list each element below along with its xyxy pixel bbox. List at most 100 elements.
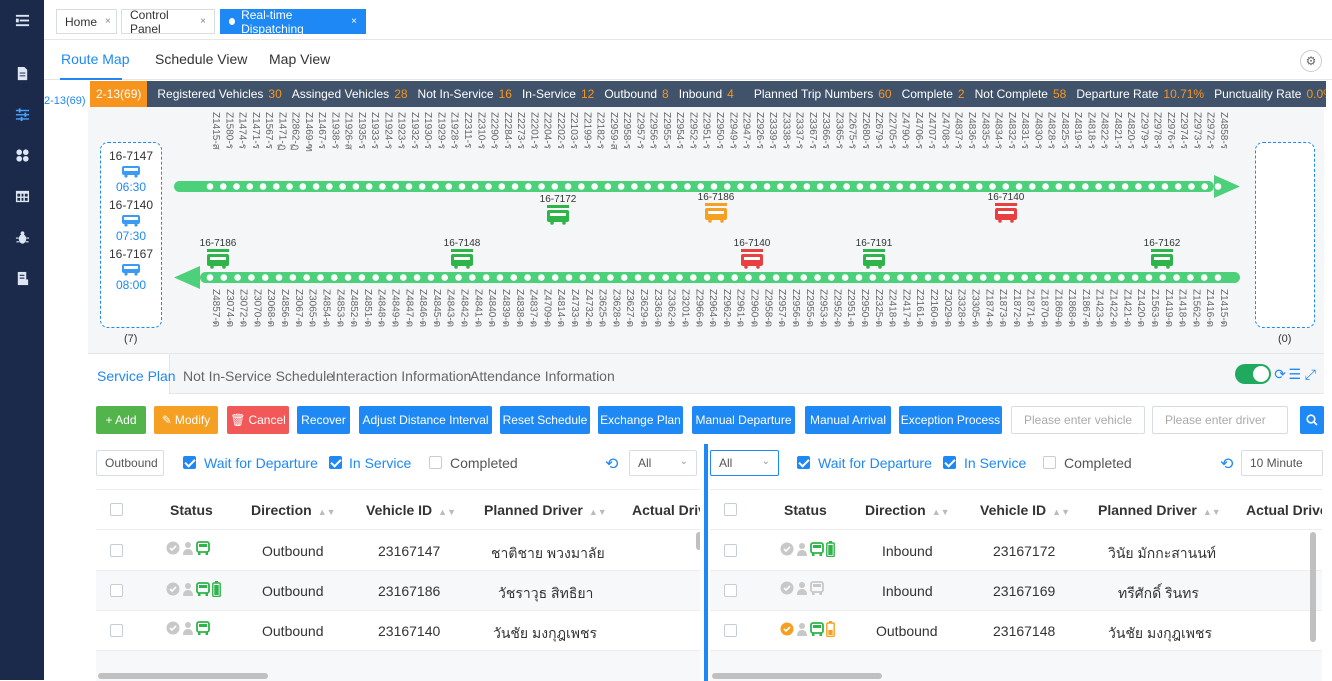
bug-icon[interactable] xyxy=(0,217,44,258)
col-direction[interactable]: Direction ▲▼ xyxy=(251,502,336,518)
route-selector[interactable]: 2-13(69) xyxy=(44,95,86,107)
report-icon[interactable] xyxy=(0,258,44,299)
select-all-checkbox[interactable] xyxy=(724,503,737,516)
row-checkbox[interactable] xyxy=(110,544,123,557)
tab-schedule-view[interactable]: Schedule View xyxy=(155,51,248,67)
col-status[interactable]: Status xyxy=(170,502,213,518)
col-vehicle-id[interactable]: Vehicle ID ▲▼ xyxy=(980,502,1070,518)
refresh-icon[interactable]: ⟳ xyxy=(1274,366,1286,382)
stop-label: Z4733-ด xyxy=(569,289,580,327)
table-row[interactable]: Inbound 23167169 ทรีศักดิ์ รินทร xyxy=(710,571,1322,611)
tab-control-panel[interactable]: Control Panel × xyxy=(121,8,215,36)
vertical-scrollbar[interactable] xyxy=(696,532,700,550)
document-icon[interactable] xyxy=(0,53,44,94)
tab-realtime-dispatching[interactable]: Real-time Dispatching × xyxy=(220,8,366,36)
tab-service-plan[interactable]: Service Plan xyxy=(97,368,176,384)
close-icon[interactable]: × xyxy=(351,16,357,27)
wait-departure-checkbox[interactable] xyxy=(183,456,196,469)
adjust-distance-button[interactable]: Adjust Distance Interval xyxy=(359,406,492,434)
close-icon[interactable]: × xyxy=(200,16,206,27)
depot-bus[interactable]: 16-7147 06:30 xyxy=(101,149,161,194)
col-actual-driver[interactable]: Actual Drive xyxy=(1246,502,1322,518)
add-button[interactable]: + Add xyxy=(96,406,146,434)
stop-dot xyxy=(710,183,718,190)
search-button[interactable] xyxy=(1300,406,1324,434)
tab-attendance-information[interactable]: Attendance Information xyxy=(470,368,615,384)
auto-toggle[interactable] xyxy=(1235,364,1271,384)
tab-interaction-information[interactable]: Interaction Information xyxy=(332,368,472,384)
manual-departure-button[interactable]: Manual Departure xyxy=(692,406,795,434)
tab-map-view[interactable]: Map View xyxy=(269,51,331,67)
time-refresh-icon[interactable]: ⟲ xyxy=(605,456,619,473)
depot-bus[interactable]: 16-7167 08:00 xyxy=(101,247,161,292)
row-checkbox[interactable] xyxy=(724,624,737,637)
cell-planned-driver: วัชราวุธ สิทธิยา xyxy=(498,585,594,601)
vertical-scrollbar[interactable] xyxy=(1310,532,1316,642)
stop-label: Z4821-ร xyxy=(1112,112,1123,150)
driver-search-input[interactable]: Please enter driver xyxy=(1152,406,1288,434)
exchange-plan-button[interactable]: Exchange Plan xyxy=(598,406,683,434)
in-service-checkbox[interactable] xyxy=(329,456,342,469)
horizontal-scrollbar[interactable] xyxy=(98,673,268,679)
table-row[interactable]: Outbound 23167140 วันชัย มงกุฎเพชร xyxy=(96,611,700,651)
in-service-checkbox[interactable] xyxy=(943,456,956,469)
stat-not-complete: Not Complete 58 xyxy=(974,87,1067,101)
tab-not-in-service-schedule[interactable]: Not In-Service Schedule xyxy=(183,368,334,384)
modify-button[interactable]: ✎ Modify xyxy=(154,406,218,434)
stop-label: Z2959-ส xyxy=(608,112,619,150)
horizontal-scrollbar[interactable] xyxy=(712,673,882,679)
tab-route-map[interactable]: Route Map xyxy=(61,51,130,67)
select-all-checkbox[interactable] xyxy=(110,503,123,516)
status-icons xyxy=(780,581,824,595)
recover-button[interactable]: Recover xyxy=(297,406,350,434)
vehicle-search-input[interactable]: Please enter vehicle xyxy=(1011,406,1145,434)
list-icon[interactable]: ☰ xyxy=(1288,366,1301,382)
stop-label: Z2956-ร xyxy=(648,112,659,150)
tab-home[interactable]: Home × xyxy=(56,9,117,34)
bus-icon xyxy=(810,622,824,636)
grid-icon[interactable] xyxy=(0,135,44,176)
row-checkbox[interactable] xyxy=(110,584,123,597)
completed-checkbox[interactable] xyxy=(429,456,442,469)
table-row[interactable]: Outbound 23167186 วัชราวุธ สิทธิยา xyxy=(96,571,700,611)
sliders-icon[interactable] xyxy=(0,94,44,135)
reset-schedule-button[interactable]: Reset Schedule xyxy=(500,406,590,434)
settings-icon[interactable]: ⚙ xyxy=(1300,50,1322,72)
col-status[interactable]: Status xyxy=(784,502,827,518)
stop-label: Z2964-ด xyxy=(707,289,718,327)
status-icons xyxy=(780,621,835,637)
direction-select[interactable]: Outbound xyxy=(96,450,164,476)
col-planned-driver[interactable]: Planned Driver ▲▼ xyxy=(1098,502,1221,518)
button-label: Modify xyxy=(174,413,211,427)
cancel-button[interactable]: 🗑 Cancel xyxy=(227,406,289,434)
row-checkbox[interactable] xyxy=(724,544,737,557)
left-all-select[interactable]: All ⌄ xyxy=(629,450,697,476)
col-planned-driver[interactable]: Planned Driver ▲▼ xyxy=(484,502,607,518)
interval-select[interactable]: 10 Minute xyxy=(1241,450,1323,476)
exception-process-button[interactable]: Exception Process xyxy=(899,406,1002,434)
col-actual-driver[interactable]: Actual Drive xyxy=(632,502,700,518)
wait-departure-checkbox[interactable] xyxy=(797,456,810,469)
completed-checkbox[interactable] xyxy=(1043,456,1056,469)
row-checkbox[interactable] xyxy=(724,584,737,597)
expand-icon[interactable]: ⤢ xyxy=(1304,366,1316,382)
col-vehicle-id[interactable]: Vehicle ID ▲▼ xyxy=(366,502,456,518)
table-row[interactable]: Outbound 23167148 วันชัย มงกุฎเพชร xyxy=(710,611,1322,651)
time-refresh-icon[interactable]: ⟲ xyxy=(1220,456,1234,473)
table-row[interactable]: Outbound 23167147 ชาติชาย พวงมาลัย xyxy=(96,531,700,571)
table-icon[interactable] xyxy=(0,176,44,217)
right-all-select[interactable]: All ⌄ xyxy=(710,450,779,476)
col-direction[interactable]: Direction ▲▼ xyxy=(865,502,950,518)
menu-icon[interactable] xyxy=(0,0,44,41)
depot-bus[interactable]: 16-7140 07:30 xyxy=(101,198,161,243)
table-row[interactable]: Inbound 23167172 วินัย มักกะสานนท์ xyxy=(710,531,1322,571)
stop-label: Z2311-ร xyxy=(462,112,473,149)
row-checkbox[interactable] xyxy=(110,624,123,637)
table-splitter[interactable] xyxy=(704,444,708,681)
bus-icon xyxy=(810,542,824,556)
active-route-label[interactable]: 2-13(69) xyxy=(90,81,148,107)
manual-arrival-button[interactable]: Manual Arrival xyxy=(805,406,891,434)
close-icon[interactable]: × xyxy=(105,16,111,27)
stop-dot xyxy=(220,274,228,281)
stop-label: Z1419-ด xyxy=(1163,289,1174,327)
